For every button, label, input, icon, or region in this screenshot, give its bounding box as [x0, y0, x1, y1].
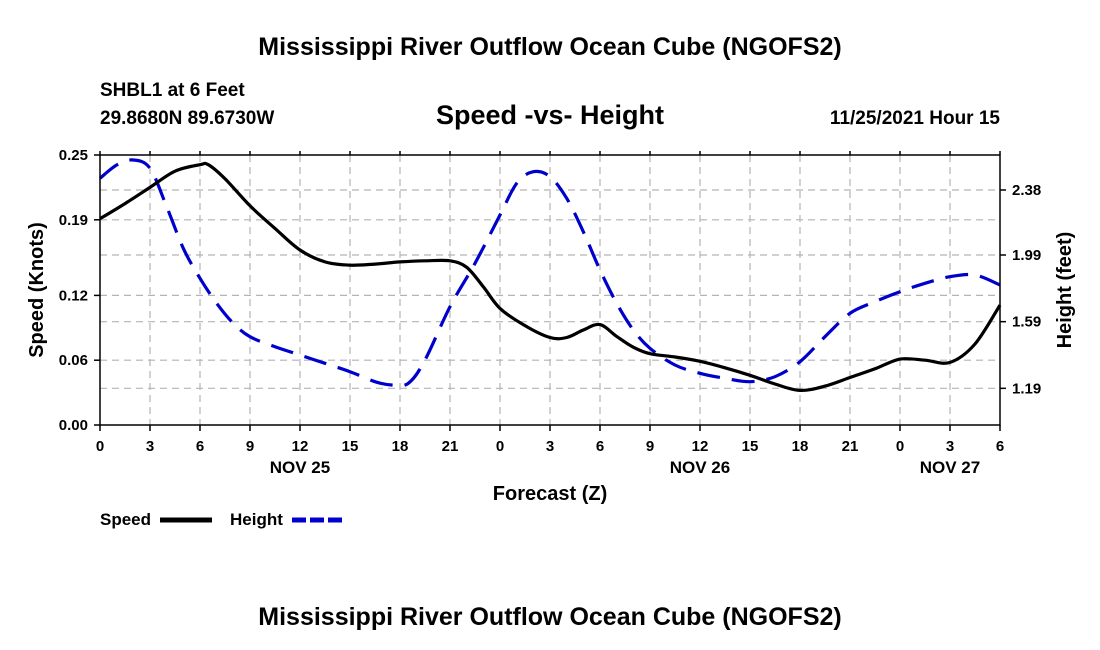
x-tick-label: 0 — [96, 438, 104, 455]
y-left-tick-label: 0.12 — [59, 287, 88, 304]
page-title: Mississippi River Outflow Ocean Cube (NG… — [258, 33, 841, 61]
x-tick-label: 18 — [392, 438, 409, 455]
x-tick-label: 21 — [442, 438, 459, 455]
x-tick-label: 21 — [842, 438, 859, 455]
x-tick-label: 18 — [792, 438, 809, 455]
x-tick-label: 15 — [342, 438, 359, 455]
legend-height-label: Height — [230, 510, 283, 529]
y-left-tick-label: 0.19 — [59, 212, 88, 229]
x-axis-date-labels: NOV 25 NOV 26 NOV 27 — [270, 458, 980, 477]
x-tick-label: 12 — [292, 438, 309, 455]
station-location: 29.8680N 89.6730W — [100, 108, 274, 129]
y-right-tick-label: 1.19 — [1012, 380, 1041, 397]
x-tick-label: 3 — [946, 438, 954, 455]
y-axis-right-ticks: 1.19 1.59 1.99 2.38 — [1000, 182, 1041, 397]
series-lines — [98, 158, 1002, 393]
y-right-tick-label: 1.99 — [1012, 247, 1041, 264]
height-series-line — [98, 158, 1001, 388]
x-tick-label: 6 — [596, 438, 604, 455]
x-tick-label: 9 — [246, 438, 254, 455]
footer-title: Mississippi River Outflow Ocean Cube (NG… — [258, 603, 841, 631]
date-label: NOV 26 — [670, 458, 730, 477]
y-left-tick-label: 0.06 — [59, 352, 88, 369]
chart-title: Speed -vs- Height — [436, 100, 664, 130]
y-right-tick-label: 1.59 — [1012, 314, 1041, 331]
x-axis-label: Forecast (Z) — [493, 483, 607, 505]
x-tick-label: 6 — [196, 438, 204, 455]
x-tick-label: 6 — [996, 438, 1004, 455]
y-left-tick-label: 0.25 — [59, 147, 88, 164]
x-tick-label: 9 — [646, 438, 654, 455]
legend: Speed Height — [100, 510, 342, 529]
x-tick-label: 15 — [742, 438, 759, 455]
date-label: NOV 27 — [920, 458, 980, 477]
x-tick-label: 12 — [692, 438, 709, 455]
date-label: NOV 25 — [270, 458, 330, 477]
grid-lines — [100, 155, 1000, 425]
x-tick-label: 3 — [146, 438, 154, 455]
station-name: SHBL1 at 6 Feet — [100, 80, 245, 101]
x-tick-label: 0 — [896, 438, 904, 455]
y-axis-left-label: Speed (Knots) — [26, 222, 48, 358]
y-left-tick-label: 0.00 — [59, 417, 88, 434]
y-axis-right-label: Height (feet) — [1054, 232, 1076, 349]
x-axis-ticks: 0 3 6 9 12 15 18 21 0 3 6 9 12 15 18 21 0 3 6 — [96, 151, 1004, 455]
legend-speed-label: Speed — [100, 510, 151, 529]
y-right-tick-label: 2.38 — [1012, 182, 1041, 199]
x-tick-label: 0 — [496, 438, 504, 455]
x-tick-label: 3 — [546, 438, 554, 455]
y-axis-left-ticks: 0.00 0.06 0.12 0.19 0.25 — [59, 147, 100, 434]
speed-series-line — [99, 161, 1002, 393]
forecast-datetime: 11/25/2021 Hour 15 — [830, 108, 1000, 129]
